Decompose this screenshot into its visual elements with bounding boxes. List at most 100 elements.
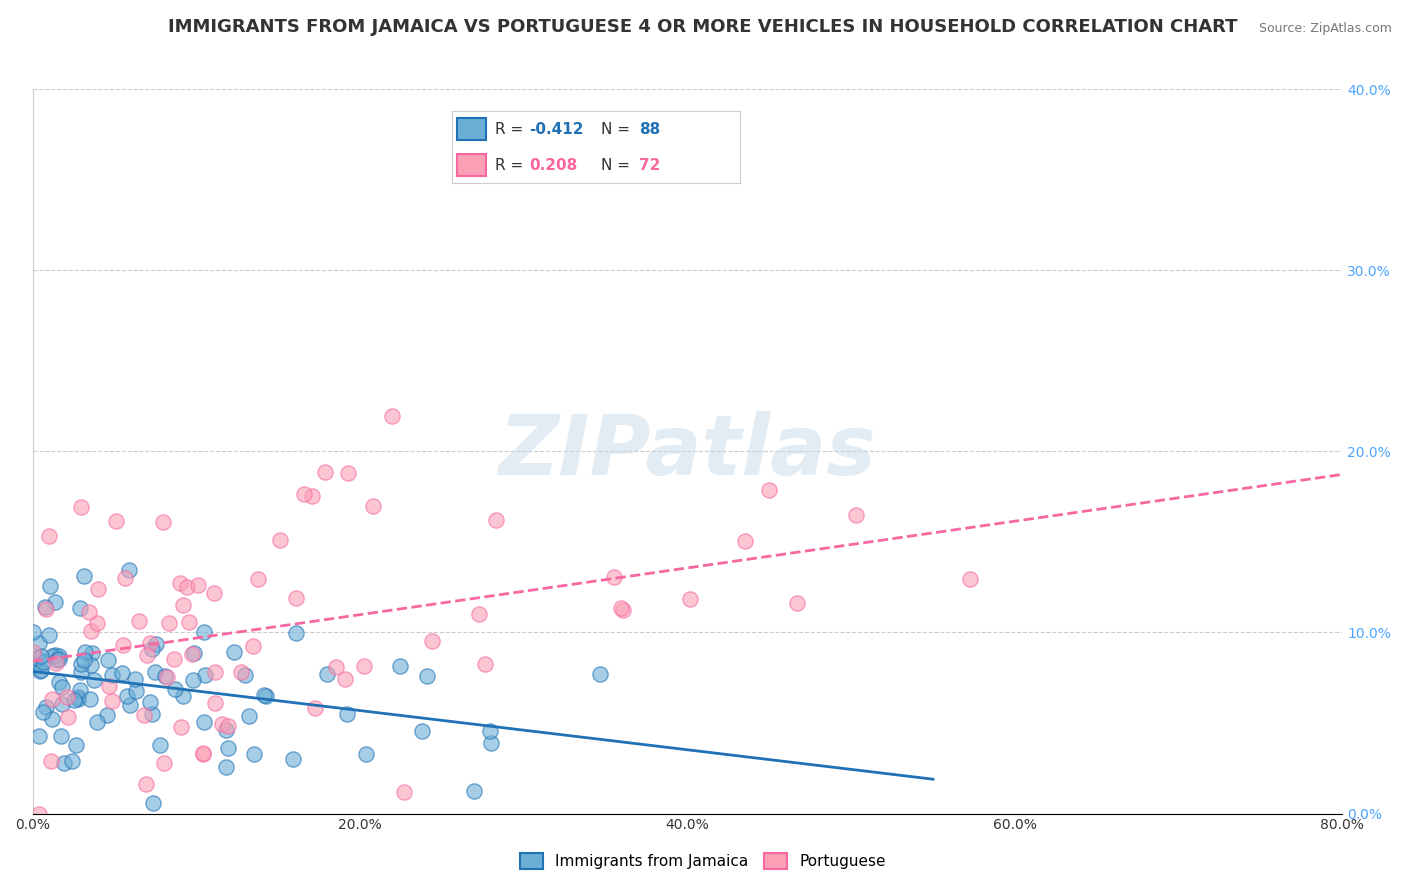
Point: [193, 625, 215, 640]
Point: [191, 746, 214, 760]
Point: [734, 534, 756, 549]
Point: [124, 672, 146, 686]
Point: [845, 508, 868, 523]
Point: [135, 648, 157, 662]
Point: [157, 616, 180, 631]
Point: [41, 713, 63, 727]
Point: [52, 756, 75, 770]
Point: [468, 607, 491, 622]
Point: [145, 637, 167, 651]
Point: [22, 624, 45, 639]
Point: [155, 669, 177, 683]
Point: [31, 655, 53, 669]
Point: [24, 658, 46, 673]
Point: [304, 701, 326, 715]
Point: [25, 650, 48, 665]
Point: [172, 598, 194, 612]
Point: [115, 689, 138, 703]
Point: [314, 465, 336, 479]
Point: [233, 668, 256, 682]
Point: [485, 513, 508, 527]
Point: [46, 653, 69, 667]
Text: IMMIGRANTS FROM JAMAICA VS PORTUGUESE 4 OR MORE VEHICLES IN HOUSEHOLD CORRELATIO: IMMIGRANTS FROM JAMAICA VS PORTUGUESE 4 …: [169, 18, 1237, 36]
Point: [125, 684, 148, 698]
Point: [86, 714, 108, 729]
Point: [169, 575, 191, 590]
Point: [217, 740, 239, 755]
Text: Source: ZipAtlas.com: Source: ZipAtlas.com: [1258, 22, 1392, 36]
Point: [679, 591, 702, 606]
Point: [193, 747, 215, 761]
Point: [38, 628, 60, 642]
Point: [69, 601, 91, 615]
Point: [187, 578, 209, 592]
Point: [256, 689, 278, 703]
Point: [44, 648, 66, 663]
Point: [176, 581, 198, 595]
Point: [128, 614, 150, 628]
Point: [422, 634, 444, 648]
Point: [79, 657, 101, 672]
Point: [139, 695, 162, 709]
Point: [325, 660, 347, 674]
Point: [217, 719, 239, 733]
Point: [80, 624, 103, 638]
Point: [96, 708, 118, 723]
Point: [231, 665, 253, 679]
Point: [204, 696, 226, 710]
Point: [41, 649, 63, 664]
Point: [163, 652, 186, 666]
Point: [337, 466, 360, 480]
Point: [73, 653, 96, 667]
Point: [135, 777, 157, 791]
Point: [101, 668, 124, 682]
Point: [381, 409, 404, 424]
Point: [246, 573, 269, 587]
Point: [112, 638, 135, 652]
Point: [28, 806, 51, 821]
Point: [301, 489, 323, 503]
Point: [204, 665, 226, 679]
Point: [104, 515, 127, 529]
Point: [30, 663, 52, 677]
Point: [139, 636, 162, 650]
Point: [612, 602, 634, 616]
Point: [30, 665, 52, 679]
Point: [38, 529, 60, 543]
Point: [222, 644, 245, 658]
Point: [77, 605, 100, 619]
Point: [79, 692, 101, 706]
Point: [269, 533, 291, 548]
Point: [141, 706, 163, 721]
Point: [38, 578, 60, 592]
Point: [45, 657, 67, 671]
Point: [758, 483, 780, 497]
Point: [51, 698, 73, 712]
Point: [70, 665, 93, 680]
Point: [35, 602, 58, 616]
Point: [238, 709, 260, 723]
Point: [959, 572, 981, 586]
Point: [101, 694, 124, 708]
Point: [56, 710, 79, 724]
Point: [243, 747, 266, 761]
Point: [242, 640, 264, 654]
Point: [786, 596, 808, 610]
Point: [41, 692, 63, 706]
Point: [333, 672, 356, 686]
Point: [69, 683, 91, 698]
Point: [474, 657, 496, 672]
Point: [353, 659, 375, 673]
Point: [163, 681, 186, 696]
Point: [56, 690, 79, 704]
Point: [66, 691, 89, 706]
Point: [284, 591, 307, 606]
Point: [394, 785, 416, 799]
Point: [411, 723, 433, 738]
Point: [194, 668, 217, 682]
Point: [156, 670, 179, 684]
Point: [215, 760, 238, 774]
Point: [479, 736, 502, 750]
Point: [39, 754, 62, 768]
Point: [183, 646, 205, 660]
